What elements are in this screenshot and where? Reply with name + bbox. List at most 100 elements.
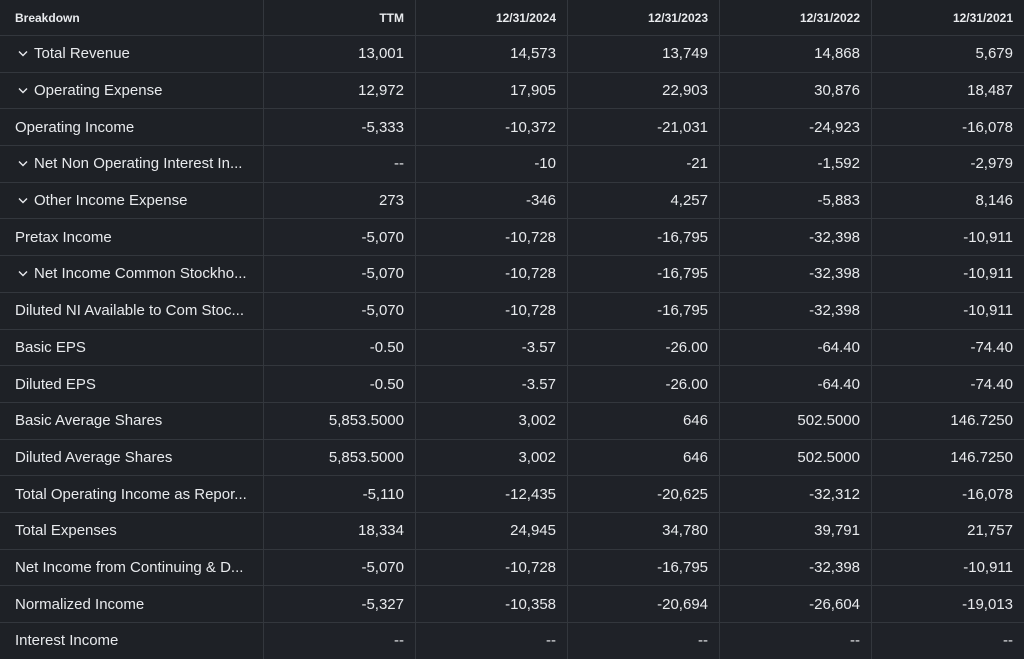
- value-cell-2023: -16,795: [568, 292, 720, 330]
- row-label-cell[interactable]: Net Income Common Stockho...: [0, 256, 264, 293]
- row-label: Basic Average Shares: [15, 412, 163, 430]
- row-label: Interest Income: [15, 632, 119, 650]
- value-cell-2024: 3,002: [416, 402, 568, 440]
- value-cell-2023: -26.00: [568, 329, 720, 367]
- value-cell-2021: -19,013: [872, 586, 1024, 623]
- value-cell-2021: 8,146: [872, 183, 1024, 220]
- column-header-2023: 12/31/2023: [568, 0, 720, 36]
- row-label-cell[interactable]: Operating Expense: [0, 72, 264, 110]
- value-cell-2022: -64.40: [720, 366, 872, 403]
- value-cell-ttm: -5,070: [264, 292, 416, 330]
- value-cell-2024: -12,435: [416, 476, 568, 513]
- value-cell-2022: 14,868: [720, 36, 872, 73]
- value-cell-2024: -10,728: [416, 219, 568, 257]
- value-cell-2021: -16,078: [872, 109, 1024, 147]
- row-label: Operating Expense: [34, 82, 163, 100]
- value-cell-2024: -10,728: [416, 256, 568, 293]
- value-cell-2022: -32,312: [720, 476, 872, 513]
- row-label-cell: Basic EPS: [0, 329, 264, 367]
- value-cell-2024: -10: [416, 146, 568, 183]
- value-cell-2023: 13,749: [568, 36, 720, 73]
- value-cell-2023: -21,031: [568, 109, 720, 147]
- value-cell-2022: -32,398: [720, 549, 872, 587]
- value-cell-2022: -1,592: [720, 146, 872, 183]
- value-cell-ttm: 5,853.5000: [264, 439, 416, 477]
- value-cell-2023: --: [568, 623, 720, 659]
- chevron-down-icon[interactable]: [15, 87, 30, 94]
- chevron-down-icon[interactable]: [15, 160, 30, 167]
- row-label-cell: Net Income from Continuing & D...: [0, 549, 264, 587]
- row-label: Total Revenue: [34, 45, 130, 63]
- row-label-cell[interactable]: Total Revenue: [0, 36, 264, 73]
- value-cell-2022: -26,604: [720, 586, 872, 623]
- value-cell-2023: -26.00: [568, 366, 720, 403]
- value-cell-2023: -21: [568, 146, 720, 183]
- row-label-cell: Total Expenses: [0, 512, 264, 550]
- chevron-down-icon[interactable]: [15, 270, 30, 277]
- value-cell-2023: 22,903: [568, 72, 720, 110]
- value-cell-ttm: -0.50: [264, 366, 416, 403]
- value-cell-2023: -16,795: [568, 549, 720, 587]
- row-label-cell[interactable]: Net Non Operating Interest In...: [0, 146, 264, 183]
- value-cell-2022: 502.5000: [720, 402, 872, 440]
- row-label-cell: Operating Income: [0, 109, 264, 147]
- row-label: Diluted EPS: [15, 375, 96, 393]
- row-label-cell: Normalized Income: [0, 586, 264, 623]
- value-cell-ttm: -5,070: [264, 256, 416, 293]
- value-cell-2024: -346: [416, 182, 568, 220]
- row-label-cell: Pretax Income: [0, 219, 264, 257]
- value-cell-2023: 4,257: [568, 182, 720, 220]
- value-cell-ttm: --: [264, 146, 416, 183]
- value-cell-ttm: 5,853.5000: [264, 402, 416, 440]
- value-cell-2021: -10,911: [872, 219, 1024, 257]
- value-cell-2023: 34,780: [568, 512, 720, 550]
- chevron-down-icon[interactable]: [15, 197, 30, 204]
- row-label: Net Income Common Stockho...: [34, 265, 247, 283]
- column-header-2022: 12/31/2022: [720, 0, 872, 36]
- value-cell-2024: --: [416, 623, 568, 659]
- row-label-cell[interactable]: Other Income Expense: [0, 182, 264, 220]
- row-label: Net Non Operating Interest In...: [34, 155, 243, 173]
- column-header-2024: 12/31/2024: [416, 0, 568, 36]
- row-label-cell: Total Operating Income as Repor...: [0, 476, 264, 513]
- value-cell-2021: -16,078: [872, 476, 1024, 513]
- value-cell-2023: 646: [568, 402, 720, 440]
- value-cell-ttm: 13,001: [264, 36, 416, 73]
- value-cell-ttm: --: [264, 623, 416, 659]
- value-cell-ttm: -5,070: [264, 549, 416, 587]
- value-cell-2021: -10,911: [872, 550, 1024, 587]
- row-label: Pretax Income: [15, 228, 112, 246]
- row-label: Basic EPS: [15, 338, 86, 356]
- value-cell-2021: 18,487: [872, 73, 1024, 110]
- column-header-breakdown: Breakdown: [0, 0, 264, 36]
- row-label: Operating Income: [15, 118, 135, 136]
- value-cell-2022: -32,398: [720, 256, 872, 293]
- value-cell-2023: -16,795: [568, 219, 720, 257]
- value-cell-2021: -2,979: [872, 146, 1024, 183]
- value-cell-2022: 502.5000: [720, 439, 872, 477]
- row-label: Diluted Average Shares: [15, 448, 173, 466]
- value-cell-2022: -32,398: [720, 292, 872, 330]
- value-cell-ttm: -0.50: [264, 329, 416, 367]
- value-cell-ttm: -5,110: [264, 476, 416, 513]
- row-label-cell: Diluted EPS: [0, 366, 264, 403]
- value-cell-2024: -10,728: [416, 549, 568, 587]
- value-cell-2023: -20,694: [568, 586, 720, 623]
- value-cell-2021: -10,911: [872, 293, 1024, 330]
- value-cell-2024: 3,002: [416, 439, 568, 477]
- value-cell-2021: 5,679: [872, 36, 1024, 73]
- value-cell-2024: -10,372: [416, 109, 568, 147]
- row-label-cell: Diluted NI Available to Com Stoc...: [0, 292, 264, 330]
- value-cell-2024: -3.57: [416, 329, 568, 367]
- row-label: Net Income from Continuing & D...: [15, 558, 244, 576]
- chevron-down-icon[interactable]: [15, 50, 30, 57]
- value-cell-2022: 39,791: [720, 512, 872, 550]
- value-cell-2024: -10,728: [416, 292, 568, 330]
- value-cell-2021: -74.40: [872, 330, 1024, 367]
- row-label-cell: Basic Average Shares: [0, 402, 264, 440]
- value-cell-ttm: -5,333: [264, 109, 416, 147]
- value-cell-2024: 17,905: [416, 72, 568, 110]
- value-cell-2024: -10,358: [416, 586, 568, 623]
- value-cell-2023: -20,625: [568, 476, 720, 513]
